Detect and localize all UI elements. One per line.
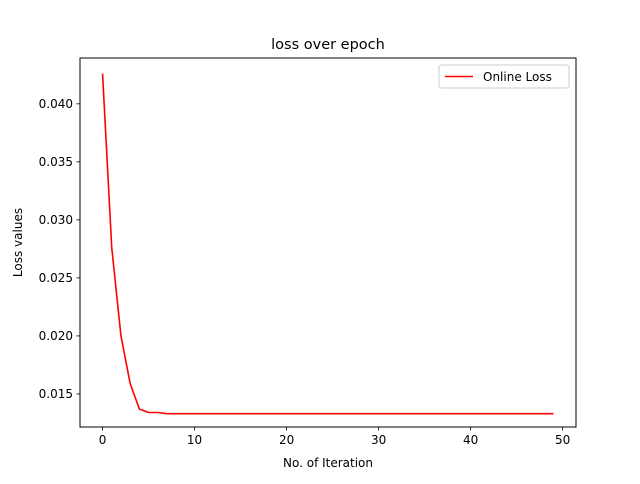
y-tick-label: 0.015 — [39, 387, 73, 401]
x-tick-label: 50 — [555, 433, 570, 447]
y-tick-label: 0.035 — [39, 155, 73, 169]
y-tick-label: 0.025 — [39, 271, 73, 285]
legend: Online Loss — [438, 64, 570, 89]
plot-area-frame — [79, 57, 577, 428]
x-axis-label: No. of Iteration — [283, 456, 373, 470]
y-tick-label: 0.020 — [39, 329, 73, 343]
x-tick-label: 10 — [187, 433, 202, 447]
chart-title: loss over epoch — [271, 37, 385, 53]
x-tick-label: 20 — [279, 433, 294, 447]
y-tick-label: 0.030 — [39, 213, 73, 227]
series-layer — [101, 73, 554, 415]
x-tick-label: 40 — [463, 433, 478, 447]
x-tick-label: 30 — [371, 433, 386, 447]
axis-ticks: 0 10 20 30 40 50 0.015 0.020 0.025 0.030 0.035 0.04… — [39, 97, 571, 447]
legend-label: Online Loss — [483, 70, 552, 84]
series-line — [101, 73, 554, 415]
y-tick-label: 0.040 — [39, 97, 73, 111]
x-tick-label: 0 — [99, 433, 107, 447]
legend-box — [438, 64, 570, 89]
y-axis-label: Loss values — [11, 208, 25, 277]
